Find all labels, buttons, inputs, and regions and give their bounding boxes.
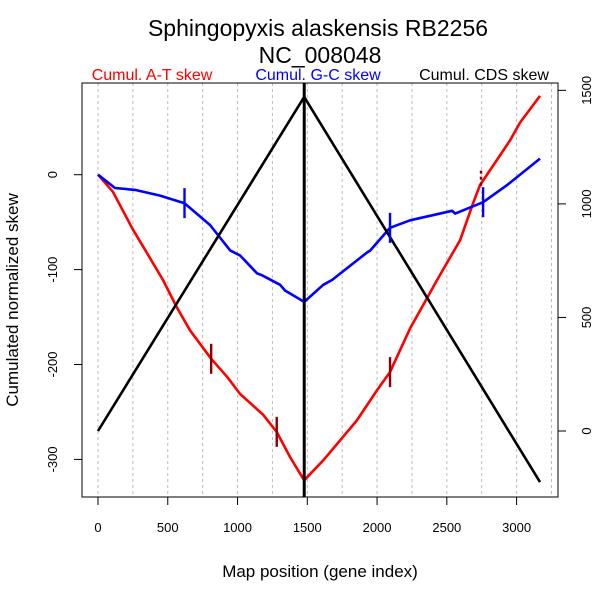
x-axis-label: Map position (gene index) [222,562,418,581]
legend-cds-skew: Cumul. CDS skew [419,67,549,84]
y-tick-label: -200 [45,351,60,377]
y-axis-label: Cumulated normalized skew [3,193,22,407]
x-tick-label: 2000 [363,520,392,535]
chart-title: Sphingopyxis alaskensis RB2256 [148,15,488,41]
x-tick-label: 3000 [502,520,531,535]
plot-frame [81,82,559,498]
x-tick-label: 500 [157,520,179,535]
y-right-tick-label: 1500 [579,76,594,105]
y-tick-label: -100 [45,257,60,283]
x-tick-label: 1500 [293,520,322,535]
series-line-gc [97,157,541,304]
legend-at-skew: Cumul. A-T skew [92,67,213,84]
legend-gc-skew: Cumul. G-C skew [255,67,381,84]
x-tick-label: 0 [94,520,101,535]
y-tick-label: 0 [45,171,60,178]
x-tick-label: 1000 [223,520,252,535]
x-tick-label: 2500 [432,520,461,535]
y-tick-label: -300 [45,446,60,472]
y-right-tick-label: 500 [579,307,594,329]
y-right-tick-label: 1000 [579,189,594,218]
y-right-tick-label: 0 [579,427,594,434]
chart-subtitle: NC_008048 [259,42,382,68]
